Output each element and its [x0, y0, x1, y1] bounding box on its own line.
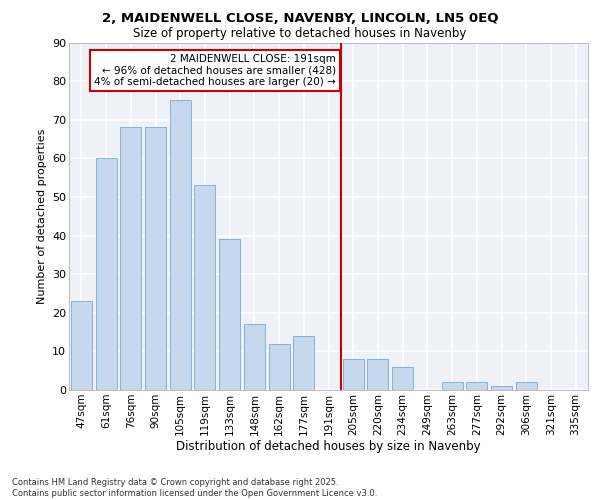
- X-axis label: Distribution of detached houses by size in Navenby: Distribution of detached houses by size …: [176, 440, 481, 454]
- Bar: [392, 367, 413, 390]
- Bar: [170, 100, 191, 390]
- Bar: [244, 324, 265, 390]
- Text: 2 MAIDENWELL CLOSE: 191sqm
← 96% of detached houses are smaller (428)
4% of semi: 2 MAIDENWELL CLOSE: 191sqm ← 96% of deta…: [94, 54, 336, 88]
- Bar: [516, 382, 537, 390]
- Text: Contains HM Land Registry data © Crown copyright and database right 2025.
Contai: Contains HM Land Registry data © Crown c…: [12, 478, 377, 498]
- Text: 2, MAIDENWELL CLOSE, NAVENBY, LINCOLN, LN5 0EQ: 2, MAIDENWELL CLOSE, NAVENBY, LINCOLN, L…: [102, 12, 498, 26]
- Bar: [269, 344, 290, 390]
- Bar: [145, 128, 166, 390]
- Bar: [343, 359, 364, 390]
- Bar: [219, 240, 240, 390]
- Bar: [491, 386, 512, 390]
- Bar: [293, 336, 314, 390]
- Text: Size of property relative to detached houses in Navenby: Size of property relative to detached ho…: [133, 28, 467, 40]
- Bar: [71, 301, 92, 390]
- Bar: [466, 382, 487, 390]
- Bar: [95, 158, 116, 390]
- Bar: [442, 382, 463, 390]
- Bar: [194, 186, 215, 390]
- Bar: [367, 359, 388, 390]
- Y-axis label: Number of detached properties: Number of detached properties: [37, 128, 47, 304]
- Bar: [120, 128, 141, 390]
